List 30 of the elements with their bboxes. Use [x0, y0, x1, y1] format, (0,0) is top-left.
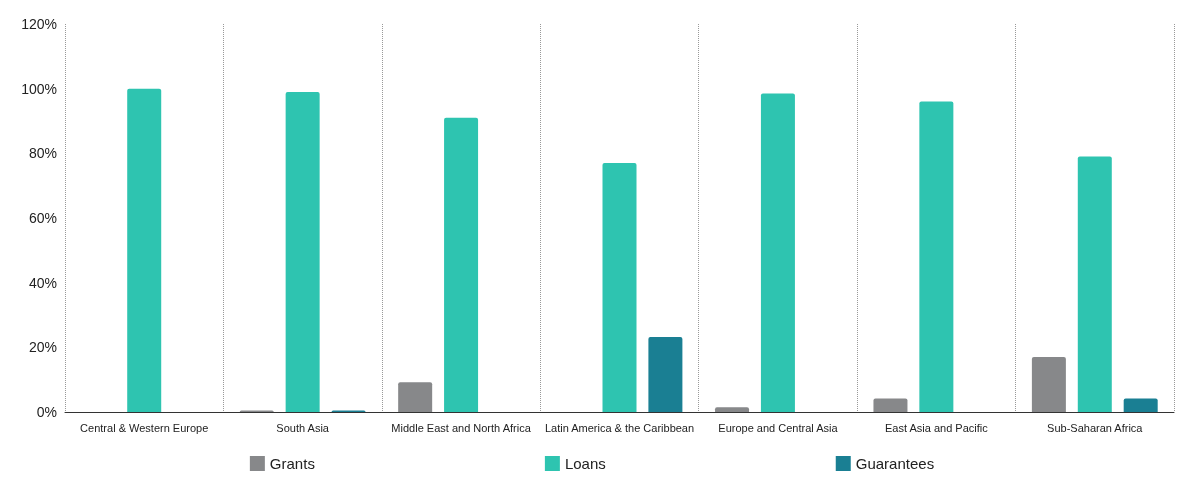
legend-label: Grants — [269, 455, 315, 472]
y-tick-label: 60% — [28, 210, 57, 226]
bar — [1123, 398, 1158, 412]
bar — [602, 163, 637, 412]
x-tick-label: South Asia — [276, 421, 330, 434]
y-tick-label: 20% — [28, 339, 57, 356]
x-tick-label: East Asia and Pacific — [884, 421, 989, 434]
legend-label: Guarantees — [855, 455, 935, 472]
x-tick-label: Sub-Saharan Africa — [1047, 421, 1144, 434]
y-tick-label: 0% — [36, 404, 57, 420]
y-tick-label: 40% — [28, 274, 57, 291]
bar — [444, 117, 479, 412]
x-tick-label: Central & Western Europe — [80, 421, 209, 434]
bar — [919, 101, 954, 412]
bar — [760, 93, 795, 412]
x-tick-label: Europe and Central Asia — [718, 421, 839, 434]
legend-label: Loans — [564, 455, 606, 472]
bar — [398, 382, 433, 412]
bar — [648, 336, 683, 412]
x-tick-label: Middle East and North Africa — [391, 421, 532, 434]
y-tick-label: 120% — [21, 16, 57, 32]
x-tick-label: Latin America & the Caribbean — [544, 421, 695, 434]
y-tick-label: 80% — [28, 145, 57, 162]
bar — [715, 407, 750, 412]
bar — [127, 88, 162, 412]
bar — [285, 91, 320, 412]
bar — [1077, 156, 1112, 412]
y-tick-label: 100% — [21, 80, 57, 97]
bar — [873, 398, 908, 412]
bar — [1031, 357, 1066, 412]
